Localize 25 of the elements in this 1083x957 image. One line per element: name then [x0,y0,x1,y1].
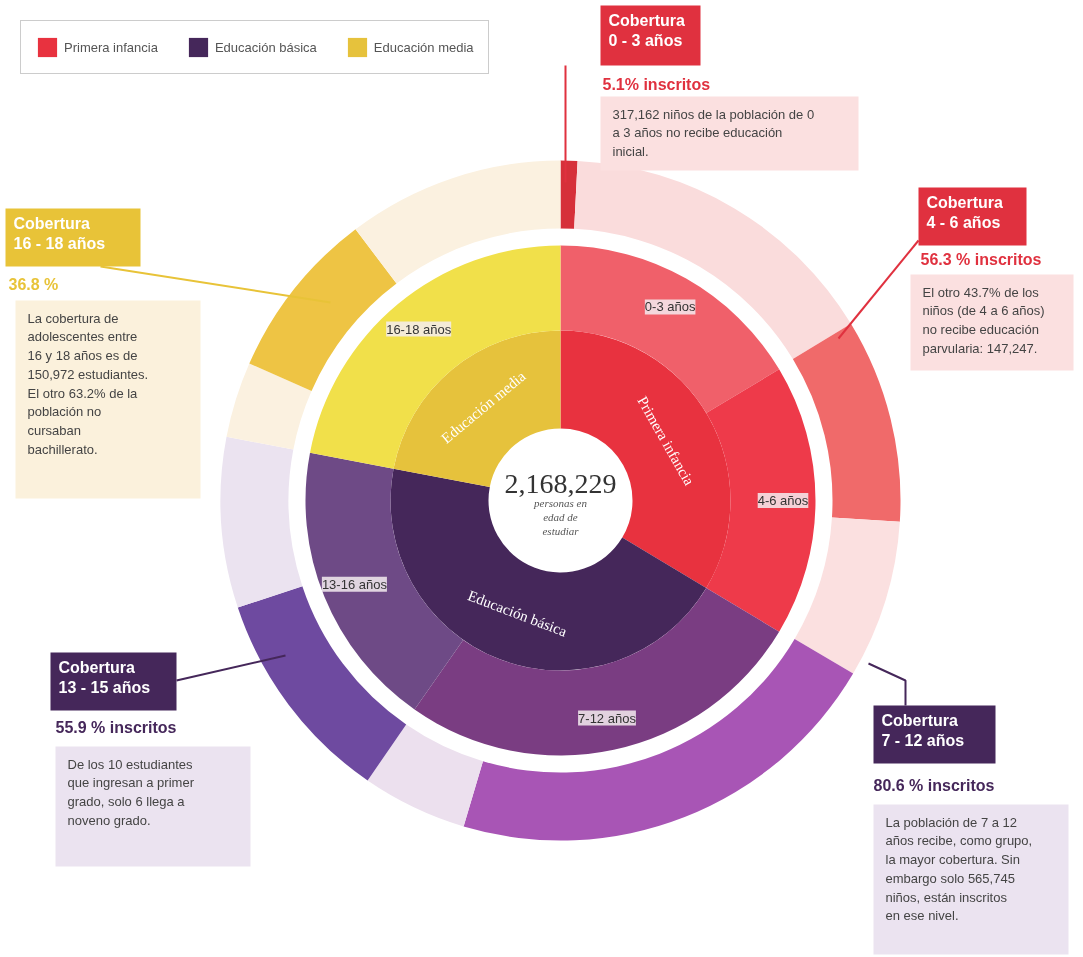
slice-label: 16-18 años [386,321,452,337]
text: Cobertura 16 - 18 años [13,214,106,252]
legend-label: Educación básica [214,39,317,55]
text: personas en edad de estudiar [533,496,588,538]
text: Cobertura 7 - 12 años [881,711,965,749]
text: La población de 7 a 12 años recibe, como grupo, la mayor cobertura. Sin embargo solo 565,745 niños, están inscritos en ese nivel. [885,814,1033,924]
slice-label: 7-12 años [578,710,637,726]
text: 55.9 % inscritos [55,718,177,736]
text: 5.1% inscritos [602,75,711,93]
text: Cobertura 0 - 3 años [608,11,686,49]
text: La cobertura de adolescentes entre 16 y 18 años es de 150,972 estudiantes. El otro 63.2% de la población no cursaban bachillerato. [27,310,149,457]
text: 56.3 % inscritos [920,250,1042,268]
slice-label: 4-6 años [757,493,809,508]
text: Cobertura 4 - 6 años [926,193,1004,231]
text: Cobertura 13 - 15 años [58,658,151,696]
legend-label: Educación media [373,39,474,55]
text: 2,168,229 [504,467,617,499]
text: 317,162 niños de la población de 0 a 3 años no recibe educación inicial. [612,106,815,159]
text: El otro 43.7% de los niños (de 4 a 6 años) no recibe educación parvularia: 147,247. [922,284,1045,356]
text: De los 10 estudiantes que ingresan a primer grado, solo 6 llega a noveno grado. [67,756,195,828]
slice-label: 13-16 años [321,576,388,592]
text: 80.6 % inscritos [873,776,995,794]
legend-label: Primera infancia [64,39,158,55]
text: 36.8 % [8,275,59,293]
slice-label: 0-3 años [644,299,696,315]
